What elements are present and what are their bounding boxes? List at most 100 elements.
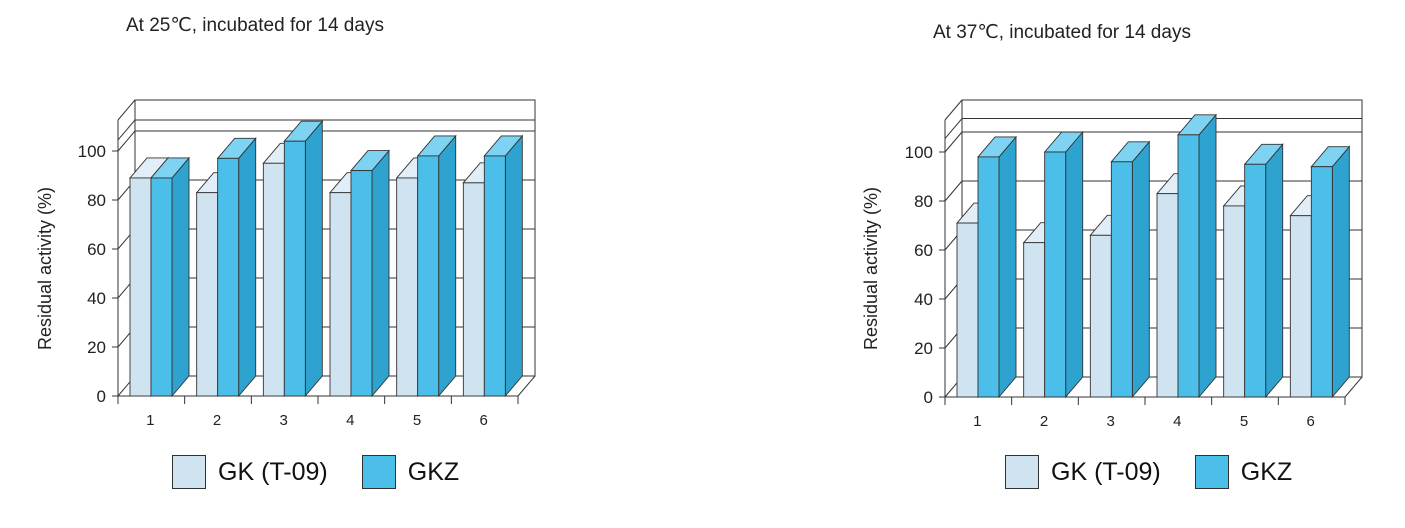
bar-front [1044, 151, 1067, 398]
bar-gkz-1 [150, 156, 190, 398]
legend-item-gkz: GKZ [361, 455, 460, 489]
bar-side [1198, 113, 1217, 399]
x-axis: 1 2 3 4 5 6 [117, 395, 519, 429]
bar-front [1023, 242, 1046, 398]
x-tick-label: 1 [146, 412, 154, 429]
bar-gkz-6 [1310, 145, 1351, 399]
y-tick-label: 80 [87, 191, 106, 210]
bar-side [438, 134, 457, 398]
chart-title: At 25℃, incubated for 14 days [126, 15, 384, 36]
y-tick-label: 100 [905, 143, 933, 162]
x-tick-label: 4 [346, 412, 354, 429]
bar-front [1223, 205, 1246, 398]
bar-front [196, 192, 219, 397]
gridline-side [944, 180, 963, 202]
bar-gkz-5 [1243, 143, 1284, 399]
bar-gkz-6 [483, 134, 524, 398]
legend-swatch-gkz [361, 455, 396, 489]
bar-front [262, 162, 285, 397]
y-tick-label: 20 [914, 339, 933, 358]
bar-gkz-5 [416, 134, 457, 398]
bar-gkz-4 [1177, 113, 1217, 399]
floor-right-edge [517, 375, 536, 397]
y-tick-label: 100 [78, 142, 106, 161]
x-tick-label: 6 [479, 412, 487, 429]
bar-front [217, 157, 240, 397]
chart-title: At 37℃, incubated for 14 days [933, 22, 1191, 43]
bar-side [1131, 140, 1150, 399]
bar-side [304, 119, 323, 398]
legend-item-gk: GK (T-09) [172, 455, 328, 489]
bar-front [1244, 163, 1267, 398]
legend-swatch-gkz [1194, 455, 1229, 489]
chart-panel-25c: At 25℃, incubated for 14 days 0 20 40 60 80 1… [0, 0, 700, 528]
bar-gkz-2 [1043, 130, 1084, 399]
legend-item-gk: GK (T-09) [1005, 455, 1161, 489]
left-wall-top-edge [117, 99, 136, 121]
bar-gkz-3 [1110, 140, 1151, 399]
y-tick-label: 40 [914, 290, 933, 309]
x-tick-label: 5 [413, 412, 421, 429]
x-tick-label: 2 [213, 412, 221, 429]
x-tick-label: 2 [1040, 413, 1048, 430]
x-tick-label: 6 [1306, 413, 1314, 430]
bar-side [371, 149, 390, 398]
bar-front [350, 170, 373, 397]
bar-front [1310, 166, 1333, 398]
bar-front [417, 155, 440, 397]
bar-side [238, 137, 257, 398]
bar-front [129, 177, 152, 397]
legend-label-gk: GK (T-09) [218, 457, 328, 486]
y-tick-label: 0 [97, 387, 106, 406]
bar-front [396, 177, 419, 397]
bar-front [483, 155, 506, 397]
y-axis-label: Residual activity (%) [34, 186, 55, 350]
bar-front [1156, 193, 1179, 398]
legend-item-gkz: GKZ [1194, 455, 1293, 489]
bars [956, 113, 1351, 399]
bar-front [1089, 234, 1112, 398]
bar-chart-37c: 0 20 40 60 80 100 1 2 3 4 5 6 [905, 99, 1363, 430]
gridline-side-top [117, 119, 136, 141]
y-axis: 0 20 40 60 80 100 [78, 142, 119, 406]
y-tick-label: 40 [87, 289, 106, 308]
legend-swatch-gk [1005, 455, 1039, 489]
bar-front [462, 182, 485, 397]
bar-side [504, 134, 523, 398]
y-tick-label: 80 [914, 192, 933, 211]
left-wall-top-edge [944, 99, 963, 121]
x-tick-label: 5 [1240, 413, 1248, 430]
y-tick-label: 60 [87, 240, 106, 259]
bar-gkz-2 [216, 137, 257, 398]
legend-label-gk: GK (T-09) [1051, 457, 1161, 486]
y-tick-label: 60 [914, 241, 933, 260]
y-tick-label: 20 [87, 338, 106, 357]
bar-front [956, 222, 979, 398]
gridline-side [944, 131, 963, 153]
bar-front [329, 192, 352, 397]
bar-front [283, 140, 306, 397]
bar-front [1289, 215, 1312, 398]
y-tick-label: 0 [924, 388, 933, 407]
bar-gkz-1 [977, 135, 1017, 399]
gridline-side-top [944, 118, 963, 139]
bar-side [171, 156, 190, 398]
x-tick-label: 3 [1106, 413, 1114, 430]
legend-label-gkz: GKZ [1240, 457, 1293, 486]
bar-gkz-3 [283, 119, 324, 398]
legend-label-gkz: GKZ [407, 457, 460, 486]
bar-front [1177, 134, 1200, 398]
gridline-side [117, 130, 136, 152]
legend: GK (T-09) GKZ [172, 452, 493, 492]
bar-side [1065, 130, 1084, 399]
y-axis: 0 20 40 60 80 100 [905, 143, 946, 407]
bar-gkz-4 [350, 149, 390, 398]
bar-side [1265, 143, 1284, 399]
chart-panel-37c: At 37℃, incubated for 14 days 0 20 40 60 80 1… [700, 0, 1405, 528]
legend-swatch-gk [172, 455, 206, 489]
x-axis: 1 2 3 4 5 6 [944, 396, 1346, 430]
bars [129, 119, 524, 398]
floor-right-edge [1344, 376, 1363, 398]
bar-front [150, 177, 173, 397]
x-tick-label: 4 [1173, 413, 1181, 430]
